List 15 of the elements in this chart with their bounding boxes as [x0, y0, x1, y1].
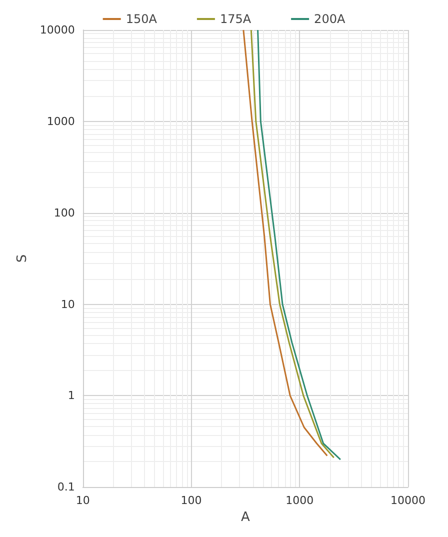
y-tick-label: 10000	[40, 24, 75, 36]
y-tick-label: 0.1	[57, 480, 75, 494]
y-tick-label: 100	[54, 206, 75, 220]
x-tick-label: 10000	[390, 494, 426, 508]
x-axis-title: A	[240, 510, 250, 525]
legend-label: 200A	[314, 12, 346, 26]
legend-label: 175A	[220, 12, 252, 26]
y-axis-title: S	[15, 254, 30, 263]
x-tick-label: 100	[180, 494, 202, 508]
x-tick-label: 10	[76, 494, 90, 508]
x-tick-label: 1000	[286, 494, 314, 508]
y-tick-label: 1000	[46, 114, 75, 128]
y-tick-label: 1	[68, 389, 75, 402]
legend-label: 150A	[126, 12, 158, 26]
y-tick-label: 10	[60, 298, 75, 311]
